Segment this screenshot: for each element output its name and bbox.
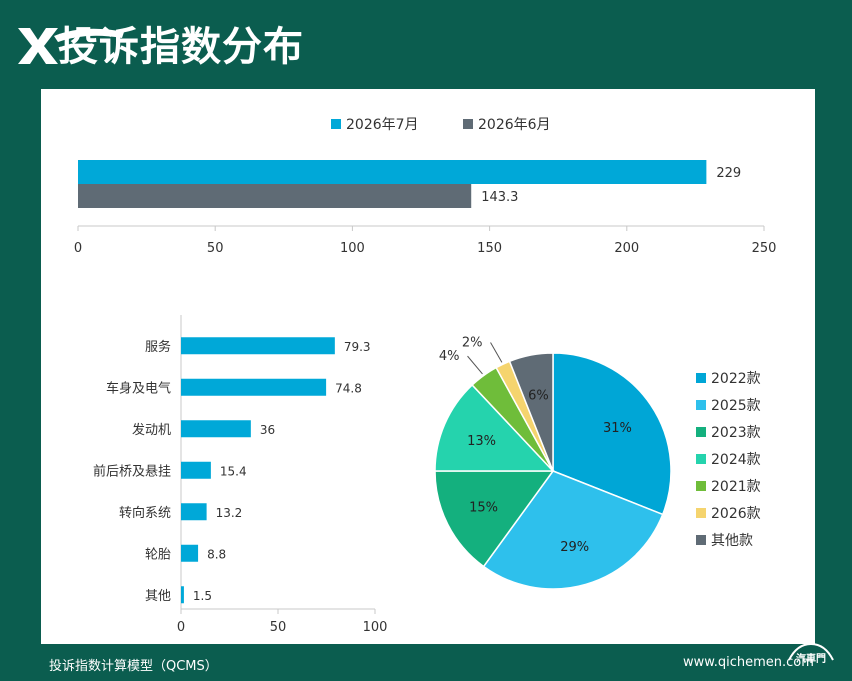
category-bar-6	[181, 544, 199, 562]
legend-swatch-2	[463, 119, 473, 129]
model-year-pie-chart: 31% 29% 15% 13% 4%2% 6% 2022款 2025款 2023款 2024款 20…	[434, 336, 761, 590]
category-bar-7	[181, 586, 184, 604]
pie-legend-swatch-5	[696, 481, 706, 491]
pie-label-7: 6%	[528, 388, 549, 403]
x2-tick-label-1: 0	[177, 620, 185, 635]
pie-legend-label-3: 2023款	[711, 425, 761, 441]
x-tick-label-2: 50	[207, 241, 224, 256]
pie-legend-label-6: 2026款	[711, 506, 761, 522]
category-value-6: 8.8	[207, 547, 226, 561]
x-tick-label-5: 200	[614, 241, 639, 256]
pie-slice-4	[434, 383, 555, 472]
pie-legend-label-5: 2021款	[711, 479, 761, 495]
pie-legend-swatch-1	[696, 373, 706, 383]
category-label-2: 车身及电气	[106, 380, 171, 396]
x2-tick-label-2: 50	[270, 620, 287, 635]
category-bar-2	[181, 378, 327, 396]
category-label-5: 转向系统	[119, 505, 171, 521]
category-label-7: 其他	[145, 589, 171, 604]
x-tick-label-6: 250	[752, 241, 777, 256]
car-outline	[788, 642, 834, 661]
bar-1	[78, 160, 707, 184]
pie-slice-2	[482, 470, 664, 590]
pie-slice-7	[508, 352, 554, 472]
car-brand-icon: 汽車門	[788, 642, 834, 665]
bar-value-1: 229	[716, 166, 741, 181]
pie-leader-5	[467, 355, 483, 375]
bar-value-2: 143.3	[481, 190, 518, 205]
pie-legend-label-4: 2024款	[711, 452, 761, 468]
legend-label-1: 2026年7月	[346, 117, 419, 133]
bar-2	[78, 184, 472, 208]
category-label-3: 发动机	[132, 422, 171, 438]
category-label-1: 服务	[145, 339, 171, 355]
chart-area: 2026年7月 2026年6月 229 143.3 0 50 100 150 200 250 服务…	[74, 117, 777, 635]
legend-label-2: 2026年6月	[478, 117, 551, 133]
category-bar-1	[181, 337, 335, 355]
pie-label-6: 2%	[462, 336, 483, 351]
pie-legend-swatch-3	[696, 427, 706, 437]
brand-text: 汽車門	[796, 652, 826, 665]
category-value-2: 74.8	[335, 381, 362, 395]
category-label-6: 轮胎	[145, 547, 171, 562]
pie-legend-label-7: 其他款	[711, 533, 753, 549]
pie-label-1: 31%	[603, 421, 632, 436]
pie-label-2: 29%	[560, 540, 589, 555]
comparison-bar-chart: 2026年7月 2026年6月 229 143.3 0 50 100 150 200 250	[74, 117, 777, 256]
pie-legend-label-1: 2022款	[711, 371, 761, 387]
chart-panel: 2026年7月 2026年6月 229 143.3 0 50 100 150 200 250 服务…	[41, 89, 815, 644]
x-tick-label-3: 100	[340, 241, 365, 256]
pie-legend-swatch-4	[696, 454, 706, 464]
logo-swoosh	[54, 28, 124, 42]
category-value-3: 36	[260, 423, 275, 437]
category-bar-4	[181, 461, 211, 479]
pie-slice-3	[434, 470, 555, 568]
pie-leader-6	[490, 342, 503, 363]
category-bar-5	[181, 503, 207, 521]
pie-legend-swatch-7	[696, 535, 706, 545]
x-tick-label-1: 0	[74, 241, 82, 256]
pie-label-3: 15%	[469, 500, 498, 515]
pie-slice-1	[552, 352, 672, 516]
logo-x-shape	[18, 28, 58, 64]
footer-url: www.qichemen.com	[683, 655, 814, 670]
category-bar-3	[181, 420, 251, 438]
pie-legend-label-2: 2025款	[711, 398, 761, 414]
category-value-5: 13.2	[216, 506, 243, 520]
category-value-7: 1.5	[193, 589, 212, 603]
category-bar-chart: 服务 79.3 车身及电气 74.8 发动机 36 前后桥及悬挂 15.4 转向系统 13.2 轮胎…	[93, 315, 387, 635]
footer-source: 投诉指数计算模型（QCMS）	[49, 659, 218, 674]
x-tick-label-4: 150	[477, 241, 502, 256]
pie-label-5: 4%	[439, 349, 460, 364]
pie-legend-swatch-6	[696, 508, 706, 518]
category-label-4: 前后桥及悬挂	[93, 463, 171, 479]
x2-tick-label-3: 100	[363, 620, 388, 635]
brand-logo	[18, 28, 124, 64]
legend-swatch-1	[331, 119, 341, 129]
pie-label-4: 13%	[467, 434, 496, 449]
pie-legend-swatch-2	[696, 400, 706, 410]
category-value-4: 15.4	[220, 464, 247, 478]
category-value-1: 79.3	[344, 340, 371, 354]
